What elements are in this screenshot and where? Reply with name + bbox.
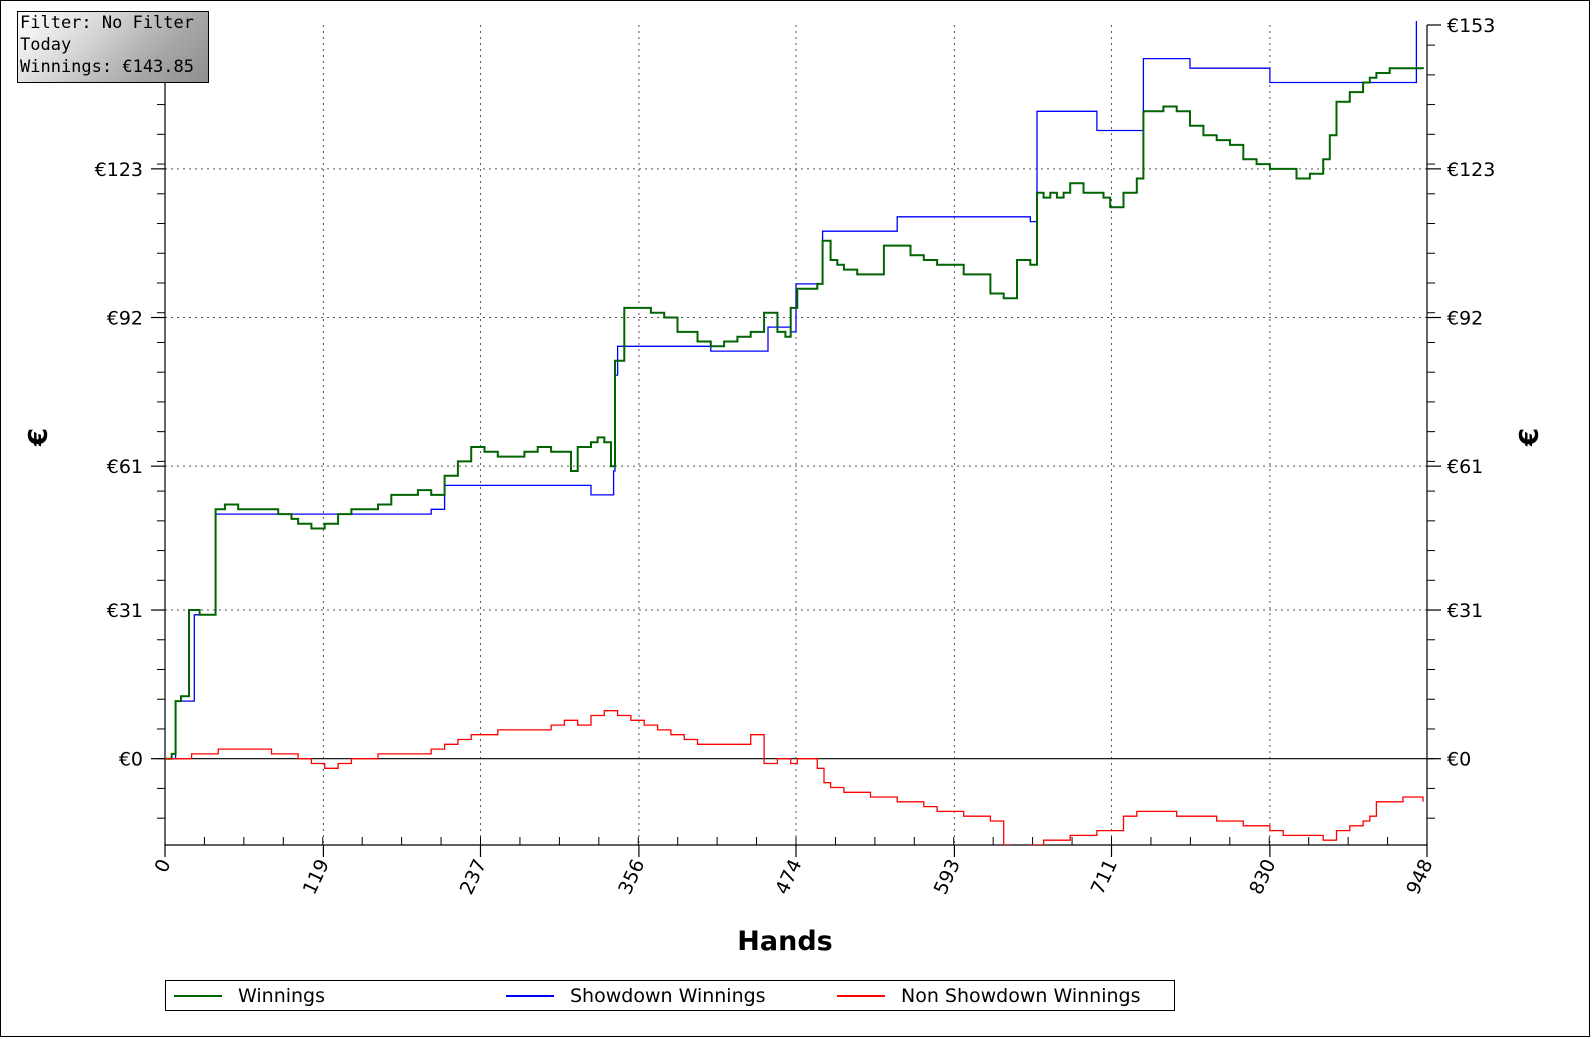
winnings-label: Winnings: €143.85 [20,57,194,77]
legend-label-non-showdown: Non Showdown Winnings [901,984,1141,1007]
x-tick-label: 0 [150,856,175,876]
axes: €0€0€31€31€61€61€92€92€123€123€153€15301… [95,15,1496,898]
y-tick-label-left: €0 [119,749,143,771]
series-line-non-showdown-winnings [165,710,1424,845]
axis-labels: Hands € € [24,428,1545,957]
x-tick-label: 948 [1402,856,1437,898]
y-tick-label-left: €123 [95,159,143,181]
y-tick-label-right: €123 [1447,159,1495,181]
filter-label: Filter: No Filter [20,13,194,33]
chart-legend: Winnings Showdown Winnings Non Showdown … [165,980,1175,1011]
series [165,21,1424,845]
filter-info-box: Filter: No Filter Today Winnings: €143.8… [17,11,209,83]
series-line-showdown-winnings [165,21,1418,760]
x-axis-title: Hands [737,926,832,957]
x-tick-label: 711 [1087,856,1122,898]
x-tick-label: 593 [930,856,965,898]
legend-swatch-showdown [506,994,554,997]
y-tick-label-left: €92 [107,308,143,330]
grid [165,25,1427,845]
y-tick-label-left: €31 [107,600,143,622]
series-line-winnings [165,67,1424,760]
y-tick-label-right: €61 [1447,456,1483,478]
legend-swatch-winnings [174,994,222,997]
legend-label-winnings: Winnings [238,984,326,1007]
x-tick-label: 119 [299,856,334,898]
x-tick-label: 474 [771,856,806,898]
legend-item-showdown: Showdown Winnings [506,981,766,1010]
y-tick-label-right: €153 [1447,15,1495,37]
x-tick-label: 356 [614,856,649,898]
period-label: Today [20,35,72,55]
y-tick-label-right: €31 [1447,600,1483,622]
legend-item-non-showdown: Non Showdown Winnings [837,981,1141,1010]
y-axis-title-right: € [1515,428,1545,447]
x-tick-label: 237 [456,856,491,898]
y-tick-label-right: €0 [1447,749,1471,771]
y-axis-title-left: € [24,428,54,447]
legend-item-winnings: Winnings [174,981,325,1010]
legend-swatch-non-showdown [837,994,885,997]
y-tick-label-left: €61 [107,456,143,478]
y-tick-label-right: €92 [1447,308,1483,330]
legend-label-showdown: Showdown Winnings [570,984,766,1007]
x-tick-label: 830 [1245,856,1280,898]
